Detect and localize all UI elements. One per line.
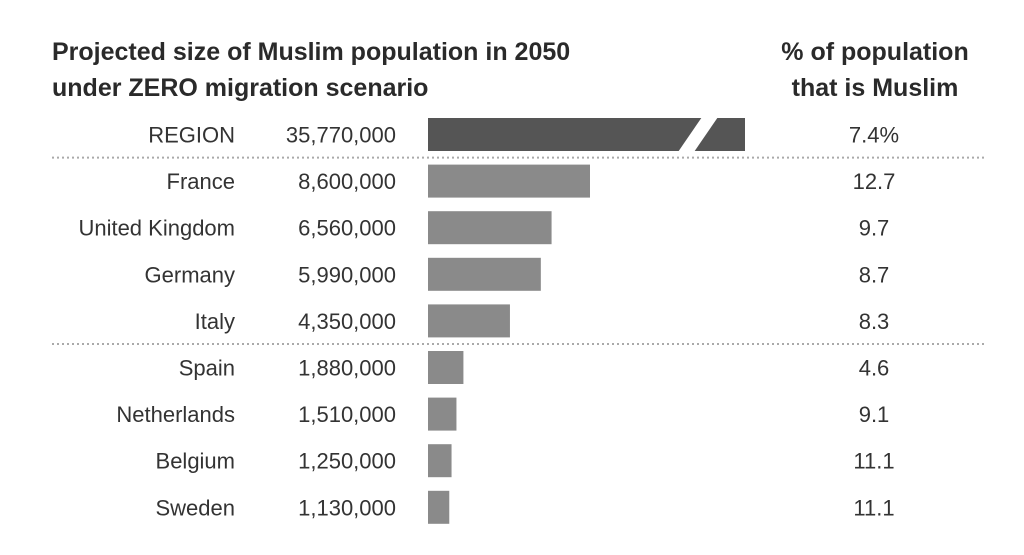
- population-value-label: 1,130,000: [298, 495, 396, 520]
- region-label: REGION: [148, 123, 235, 148]
- chart-title: Projected size of Muslim population in 2…: [52, 34, 570, 106]
- country-label: Belgium: [156, 449, 235, 474]
- country-label: Spain: [179, 356, 235, 381]
- country-bar: [428, 304, 510, 338]
- population-value-label: 1,250,000: [298, 449, 396, 474]
- country-bar: [428, 164, 590, 198]
- percent-muslim-label: 4.6: [859, 356, 890, 381]
- percent-muslim-label: 9.1: [859, 402, 890, 427]
- percent-muslim-label: 8.7: [859, 262, 890, 287]
- percent-muslim-label: 11.1: [853, 449, 894, 474]
- country-bar: [428, 257, 541, 291]
- country-label: Germany: [145, 262, 235, 287]
- country-bar: [428, 397, 457, 431]
- bar-break-mark: [678, 117, 718, 152]
- population-value-label: 8,600,000: [298, 169, 396, 194]
- chart-title-line1: Projected size of Muslim population in 2…: [52, 38, 571, 66]
- percent-column-title-line2: that is Muslim: [791, 74, 959, 102]
- percent-muslim-label: 12.7: [853, 169, 896, 194]
- percent-column-title-line1: % of population: [781, 38, 969, 66]
- population-value-label: 6,560,000: [298, 216, 396, 241]
- percent-muslim-label: 11.1: [853, 495, 894, 520]
- percent-column-title: % of population that is Muslim: [760, 34, 990, 106]
- chart-title-line2: under ZERO migration scenario: [52, 74, 429, 102]
- country-bar: [428, 211, 552, 245]
- population-value-label: 5,990,000: [298, 262, 396, 287]
- percent-muslim-label: 9.7: [859, 216, 890, 241]
- country-label: Italy: [195, 309, 235, 334]
- country-label: Sweden: [155, 495, 235, 520]
- country-bar: [428, 351, 464, 384]
- percent-muslim-label: 7.4%: [849, 123, 899, 148]
- country-label: United Kingdom: [78, 216, 235, 241]
- population-value-label: 1,510,000: [298, 402, 396, 427]
- country-bar: [428, 444, 452, 478]
- population-value-label: 35,770,000: [286, 123, 396, 148]
- country-label: France: [167, 169, 235, 194]
- population-value-label: 1,880,000: [298, 356, 396, 381]
- percent-muslim-label: 8.3: [859, 309, 890, 334]
- country-bar: [428, 490, 450, 524]
- population-value-label: 4,350,000: [298, 309, 396, 334]
- country-label: Netherlands: [116, 402, 235, 427]
